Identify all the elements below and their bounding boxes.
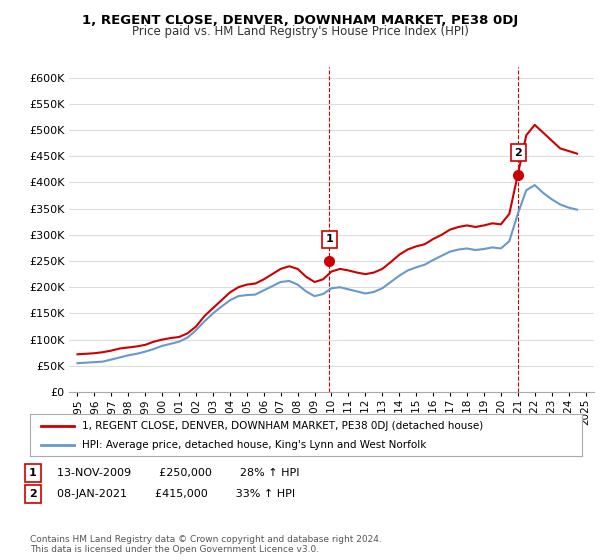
Text: 08-JAN-2021        £415,000        33% ↑ HPI: 08-JAN-2021 £415,000 33% ↑ HPI <box>57 489 295 499</box>
Text: 1, REGENT CLOSE, DENVER, DOWNHAM MARKET, PE38 0DJ: 1, REGENT CLOSE, DENVER, DOWNHAM MARKET,… <box>82 14 518 27</box>
Text: 2: 2 <box>514 148 522 158</box>
Text: Price paid vs. HM Land Registry's House Price Index (HPI): Price paid vs. HM Land Registry's House … <box>131 25 469 38</box>
Text: HPI: Average price, detached house, King's Lynn and West Norfolk: HPI: Average price, detached house, King… <box>82 440 427 450</box>
Text: 13-NOV-2009        £250,000        28% ↑ HPI: 13-NOV-2009 £250,000 28% ↑ HPI <box>57 468 299 478</box>
Text: 1: 1 <box>29 468 37 478</box>
Text: 1: 1 <box>325 234 333 244</box>
Text: 2: 2 <box>29 489 37 499</box>
Text: Contains HM Land Registry data © Crown copyright and database right 2024.
This d: Contains HM Land Registry data © Crown c… <box>30 535 382 554</box>
Text: 1, REGENT CLOSE, DENVER, DOWNHAM MARKET, PE38 0DJ (detached house): 1, REGENT CLOSE, DENVER, DOWNHAM MARKET,… <box>82 421 484 431</box>
